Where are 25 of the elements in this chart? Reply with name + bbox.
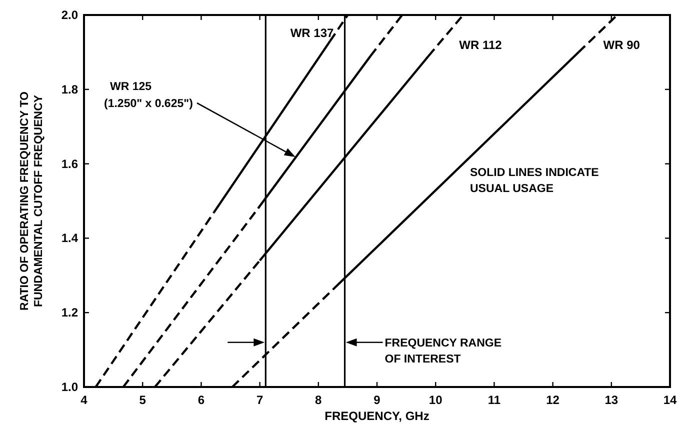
text: WR 90: [603, 38, 640, 52]
x-tick-label: 10: [428, 393, 443, 407]
legend-label: WR 137: [290, 26, 334, 40]
y-tick-label: 1.8: [61, 82, 78, 96]
x-tick-label: 8: [315, 393, 322, 407]
y-tick-label: 1.2: [61, 306, 78, 320]
x-tick-label: 5: [139, 393, 146, 407]
y-tick-label: 2.0: [61, 8, 78, 22]
y-tick-label: 1.4: [61, 231, 78, 246]
x-tick-label: 9: [374, 393, 381, 407]
y-tick-label: 1.6: [61, 156, 78, 171]
x-tick-label: 14: [663, 393, 677, 407]
annotation: SOLID LINES INDICATE USUAL USAGE: [470, 167, 600, 195]
x-tick-label: 11: [488, 393, 501, 407]
x-tick-label: 13: [604, 393, 618, 407]
y-tick-label: 1.0: [61, 380, 78, 394]
annotation: WR 125 (1.250" x 0.625"): [104, 81, 194, 110]
x-tick-label: 7: [256, 393, 264, 407]
x-tick-label: 12: [546, 393, 560, 407]
y-axis-title: RATIO OF OPERATING FREQUENCY TO FUNDAMENTAL CUTOFF FREQUENCY: [19, 91, 45, 310]
text: WR 112: [459, 38, 502, 52]
x-tick-label: 4: [80, 393, 88, 407]
annotation: FREQUENCY RANGE OF INTEREST: [384, 337, 502, 366]
x-tick-label: 6: [198, 393, 205, 407]
x-axis-title: FREQUENCY, GHz: [324, 409, 430, 423]
